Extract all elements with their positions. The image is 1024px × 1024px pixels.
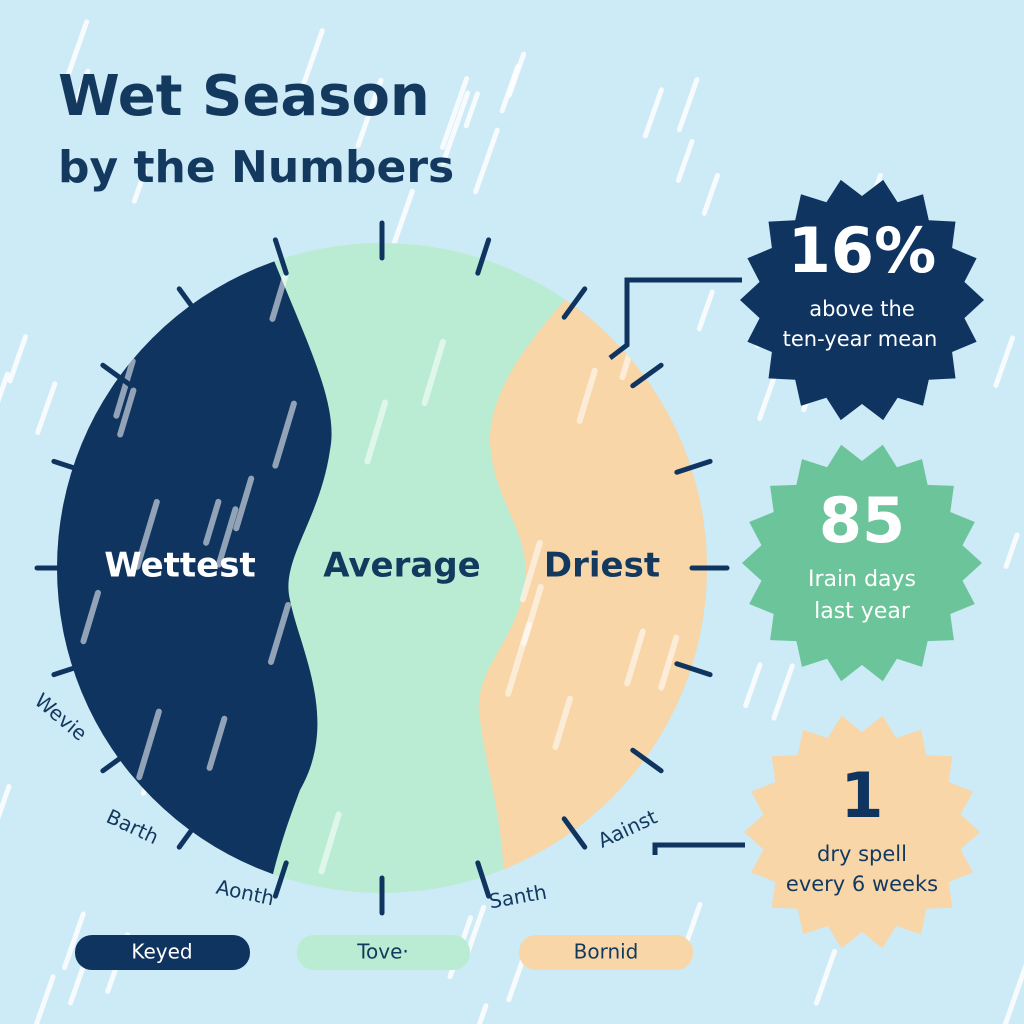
badge-caption: Irain days [808, 567, 916, 592]
tick [630, 362, 664, 389]
rain-streak [576, 367, 598, 424]
tick [100, 747, 134, 774]
rain-streak [683, 901, 703, 947]
rain-streak [421, 338, 446, 407]
rain-streak [35, 381, 58, 435]
tick [176, 286, 203, 320]
tick [100, 362, 134, 389]
rain-streak [743, 662, 763, 708]
title-line2: by the Numbers [58, 142, 454, 193]
rain-streak [131, 168, 148, 204]
tick [475, 860, 492, 899]
legend-pill [297, 935, 470, 970]
rain-streak [675, 138, 695, 183]
tick [674, 458, 713, 475]
region-label: Average [323, 546, 480, 586]
legend-pill [519, 935, 693, 970]
rain-streak [300, 28, 325, 88]
rain-streak [0, 784, 12, 820]
tick [475, 237, 492, 276]
rain-streak [552, 695, 573, 751]
rain-streak [136, 708, 162, 781]
rain-streak [66, 19, 90, 76]
rain-streak [80, 589, 101, 645]
circle-ticks [34, 220, 730, 916]
rain-streak [476, 1003, 489, 1024]
badge-burst [740, 179, 984, 421]
rain-streak [440, 75, 470, 150]
rain-streak [72, 68, 91, 112]
rain-streak [117, 387, 137, 438]
rain-streak [7, 334, 29, 384]
rain-streak [68, 960, 87, 1006]
rain-streak [233, 475, 255, 532]
badge-burst [744, 715, 980, 949]
rain-streak [215, 506, 239, 568]
rain-streak [318, 811, 342, 875]
badge-caption: ten-year mean [783, 327, 938, 351]
rain-streak [993, 335, 1015, 388]
badge-caption: every 6 weeks [786, 872, 938, 896]
badge-burst [742, 444, 982, 682]
rain-streak [134, 498, 160, 570]
region-label: Driest [544, 546, 660, 586]
rain-streak [390, 188, 415, 251]
tick [561, 816, 588, 850]
rain-streak [473, 127, 500, 195]
rain-streak [113, 358, 136, 419]
tick [176, 816, 203, 850]
badge-value: 16% [788, 214, 936, 287]
rain-streak [440, 90, 471, 166]
rain-streak [206, 715, 228, 771]
title-line1: Wet Season [58, 64, 430, 129]
rain-streak [267, 601, 292, 666]
tick [51, 661, 90, 678]
rain-streak [642, 87, 664, 139]
region-label: Wettest [104, 546, 255, 586]
legend-label: Keyed [131, 940, 192, 964]
tick [272, 860, 289, 899]
badge-caption: last year [814, 599, 911, 624]
rain-streak [624, 628, 646, 687]
rain-streak [269, 274, 288, 322]
rain-streak [521, 583, 544, 646]
rain-streak [813, 948, 838, 1006]
badge-value: 85 [819, 484, 905, 557]
legend-pill [75, 935, 250, 970]
tick [272, 237, 289, 276]
rain-streak [463, 91, 480, 129]
tick [561, 286, 588, 320]
rain-streak [1003, 532, 1020, 569]
rain-streak [658, 634, 680, 691]
rain-streak [519, 539, 543, 603]
circle [57, 243, 707, 893]
legend-label: Bornid [574, 940, 639, 964]
rain-streak [696, 289, 715, 332]
badge-caption: dry spell [817, 842, 907, 866]
rain-streak [62, 911, 86, 971]
rain-streak [771, 663, 795, 721]
region-wettest [57, 243, 332, 893]
rain-streak [1002, 963, 1024, 1024]
rain-streak [33, 974, 56, 1024]
rain-streak [272, 400, 297, 469]
legend-label: Tove· [356, 940, 409, 964]
rain-streak [355, 77, 384, 148]
rain-streak [499, 64, 521, 114]
tick [674, 661, 713, 678]
rain-streak [203, 498, 222, 546]
badge-caption: above the [809, 297, 915, 321]
rain-streak [364, 399, 389, 465]
connector [608, 277, 742, 360]
rain-streak [0, 371, 10, 403]
rain-streak [701, 172, 721, 216]
tick [630, 747, 664, 774]
connector [652, 842, 745, 855]
badge-value: 1 [840, 759, 883, 832]
tick [51, 458, 90, 475]
rain-streak [676, 77, 700, 133]
